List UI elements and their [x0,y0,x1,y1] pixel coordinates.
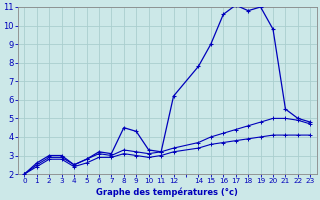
X-axis label: Graphe des températures (°c): Graphe des températures (°c) [96,187,238,197]
